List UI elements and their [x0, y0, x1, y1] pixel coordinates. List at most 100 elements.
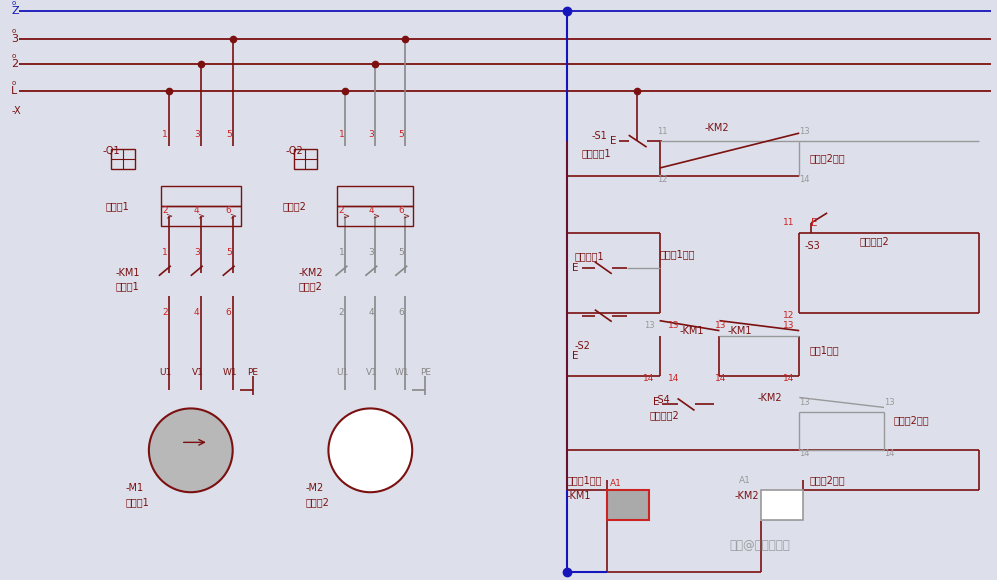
- Text: 停止开关1: 停止开关1: [582, 148, 611, 158]
- Text: 启动开关2: 启动开关2: [650, 411, 679, 420]
- Text: >: >: [197, 212, 204, 220]
- Text: 2: 2: [163, 206, 167, 215]
- Text: 3: 3: [179, 454, 186, 463]
- Text: -KM2: -KM2: [758, 393, 782, 404]
- Text: -KM1: -KM1: [567, 491, 591, 501]
- Text: 11: 11: [657, 126, 667, 136]
- Text: E: E: [812, 218, 818, 228]
- Bar: [762, 490, 804, 520]
- Text: W1: W1: [222, 368, 237, 377]
- Text: 接触器1常开: 接触器1常开: [660, 249, 695, 259]
- Text: 13: 13: [800, 126, 810, 136]
- Text: U1: U1: [336, 368, 349, 377]
- Text: 接触1常开: 接触1常开: [810, 346, 838, 356]
- Text: -M2: -M2: [305, 483, 324, 493]
- Text: 2: 2: [339, 308, 344, 317]
- Text: 13: 13: [800, 398, 810, 407]
- Text: o: o: [11, 1, 16, 6]
- Text: o: o: [11, 80, 16, 86]
- Text: 停止开关2: 停止开关2: [859, 236, 889, 246]
- Text: 12: 12: [657, 175, 667, 183]
- Text: 14: 14: [783, 374, 795, 383]
- Text: 14: 14: [800, 175, 810, 183]
- Text: 13: 13: [783, 321, 795, 330]
- Text: -Q1: -Q1: [103, 146, 121, 156]
- Text: M: M: [363, 437, 378, 452]
- Text: -KM1: -KM1: [680, 325, 704, 336]
- Text: 5: 5: [399, 129, 404, 139]
- Text: 1: 1: [162, 248, 167, 258]
- Text: 1: 1: [339, 248, 344, 258]
- Text: 3: 3: [193, 248, 199, 258]
- Text: 3: 3: [369, 248, 374, 258]
- Circle shape: [328, 408, 412, 492]
- Bar: [161, 186, 240, 206]
- Text: A2: A2: [765, 506, 776, 514]
- Text: E: E: [610, 136, 617, 146]
- Text: -KM2: -KM2: [735, 491, 759, 501]
- Text: >: >: [229, 212, 236, 220]
- Text: 14: 14: [800, 449, 810, 458]
- Text: A2: A2: [610, 506, 621, 514]
- Text: W1: W1: [395, 368, 410, 377]
- Text: 13: 13: [715, 321, 726, 330]
- Text: 13: 13: [884, 398, 894, 407]
- Text: 6: 6: [225, 308, 231, 317]
- Text: -S3: -S3: [805, 241, 820, 251]
- Text: -KM1: -KM1: [728, 325, 752, 336]
- Text: L: L: [11, 86, 18, 96]
- Text: Z: Z: [11, 6, 19, 16]
- Text: >: >: [402, 212, 409, 220]
- Text: 接触器1: 接触器1: [116, 281, 140, 291]
- Text: -KM2: -KM2: [298, 268, 323, 278]
- Text: 3: 3: [359, 454, 366, 463]
- Text: ~: ~: [375, 452, 386, 465]
- Text: 4: 4: [369, 206, 374, 215]
- Text: 4: 4: [194, 308, 199, 317]
- Text: 12: 12: [783, 311, 795, 320]
- Text: M: M: [183, 437, 198, 452]
- Text: 断路器1: 断路器1: [106, 201, 130, 211]
- Text: 3: 3: [369, 129, 374, 139]
- Text: 13: 13: [668, 321, 679, 330]
- Text: 2: 2: [339, 206, 344, 215]
- Text: -X: -X: [11, 106, 21, 116]
- Text: E: E: [653, 397, 660, 407]
- Text: -KM2: -KM2: [705, 123, 729, 133]
- Text: 接触器1线圈: 接触器1线圈: [567, 475, 602, 485]
- Bar: [337, 206, 413, 226]
- Text: PE: PE: [247, 368, 258, 377]
- Bar: [607, 490, 649, 520]
- Text: 5: 5: [399, 248, 404, 258]
- Text: 3: 3: [11, 34, 18, 44]
- Text: A1: A1: [610, 478, 621, 488]
- Text: 4: 4: [194, 206, 199, 215]
- Text: 13: 13: [644, 321, 655, 330]
- Text: E: E: [572, 263, 578, 273]
- Circle shape: [149, 408, 232, 492]
- Text: >: >: [342, 212, 349, 220]
- Text: -S2: -S2: [575, 340, 590, 350]
- Text: 5: 5: [225, 129, 231, 139]
- Text: V1: V1: [191, 368, 203, 377]
- Text: >: >: [372, 212, 379, 220]
- Text: 接触器2: 接触器2: [298, 281, 322, 291]
- Text: o: o: [11, 53, 16, 59]
- Text: E: E: [572, 350, 578, 361]
- Text: 6: 6: [399, 206, 404, 215]
- Text: U1: U1: [160, 368, 171, 377]
- Text: 6: 6: [399, 308, 404, 317]
- Bar: [161, 206, 240, 226]
- Text: 14: 14: [668, 374, 679, 383]
- Bar: [293, 149, 317, 169]
- Text: 知乎@明朗朗朗海: 知乎@明朗朗朗海: [729, 539, 790, 552]
- Text: -S1: -S1: [592, 131, 607, 141]
- Text: 断路器2: 断路器2: [282, 201, 306, 211]
- Text: 11: 11: [783, 219, 795, 227]
- Text: 5: 5: [225, 248, 231, 258]
- Text: 3: 3: [193, 129, 199, 139]
- Text: A1: A1: [740, 476, 752, 485]
- Text: 接触器2线圈: 接触器2线圈: [810, 475, 844, 485]
- Text: >: >: [166, 212, 172, 220]
- Text: o: o: [11, 28, 16, 34]
